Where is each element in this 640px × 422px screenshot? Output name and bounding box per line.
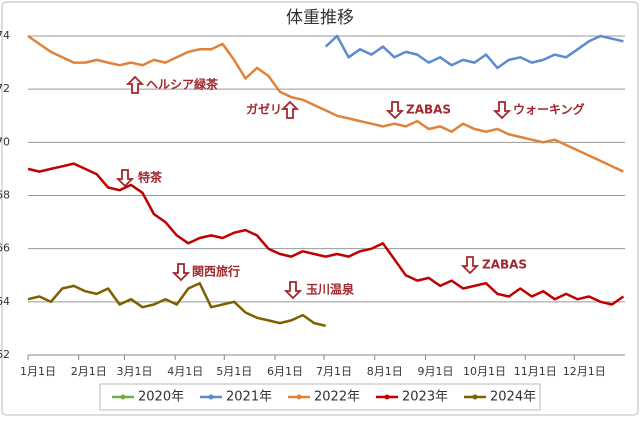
- x-tick-label: 8月1日: [367, 365, 403, 378]
- annotation: 特茶: [138, 170, 163, 185]
- legend-marker: [384, 394, 390, 400]
- series-line: [324, 34, 624, 70]
- series-line: [27, 34, 624, 173]
- legend-label: 2023年: [402, 390, 448, 405]
- annotation: 玉川温泉: [306, 282, 355, 297]
- legend-label: 2024年: [490, 390, 536, 405]
- legend-marker: [472, 394, 478, 400]
- y-tick-label: 62: [0, 348, 10, 361]
- annotation: 関西旅行: [192, 264, 240, 279]
- x-tick-label: 2月1日: [71, 365, 107, 378]
- annotation: ヘルシア緑茶: [146, 77, 219, 92]
- y-tick-label: 64: [0, 295, 10, 308]
- annotation-arrow: [492, 101, 512, 120]
- annotation-arrow: [115, 169, 135, 188]
- annotation-arrow: [125, 75, 145, 94]
- y-tick-label: 70: [0, 135, 10, 148]
- y-tick-label: 72: [0, 82, 10, 95]
- annotation-arrow: [283, 281, 303, 300]
- annotation-arrow: [385, 101, 405, 120]
- series-line: [27, 162, 625, 306]
- y-tick-label: 74: [0, 29, 10, 42]
- annotation-arrow: [280, 100, 300, 119]
- y-tick-label: 68: [0, 189, 10, 202]
- legend-marker: [120, 394, 126, 400]
- x-tick-label: 1月1日: [20, 365, 56, 378]
- x-tick-label: 4月1日: [167, 365, 203, 378]
- x-tick-label: 7月1日: [316, 365, 352, 378]
- chart-title: 体重推移: [286, 8, 354, 28]
- annotation: ZABAS: [406, 103, 451, 117]
- annotation: ウォーキング: [513, 102, 585, 117]
- x-tick-label: 9月1日: [417, 365, 453, 378]
- x-tick-label: 5月1日: [216, 365, 252, 378]
- x-tick-label: 11月1日: [514, 365, 557, 378]
- x-tick-label: 12月1日: [563, 365, 606, 378]
- annotation: ガゼリ: [246, 102, 282, 117]
- series-line: [27, 281, 326, 328]
- annotation: ZABAS: [482, 258, 527, 272]
- legend-label: 2021年: [226, 390, 272, 405]
- y-tick-label: 66: [0, 242, 10, 255]
- annotation-arrow: [171, 263, 191, 282]
- legend-label: 2020年: [138, 390, 184, 405]
- x-tick-label: 10月1日: [463, 365, 506, 378]
- legend-label: 2022年: [314, 390, 360, 405]
- legend-marker: [296, 394, 302, 400]
- x-tick-label: 6月1日: [267, 365, 303, 378]
- legend-marker: [208, 394, 214, 400]
- annotation-arrow: [460, 256, 480, 275]
- x-tick-label: 3月1日: [117, 365, 153, 378]
